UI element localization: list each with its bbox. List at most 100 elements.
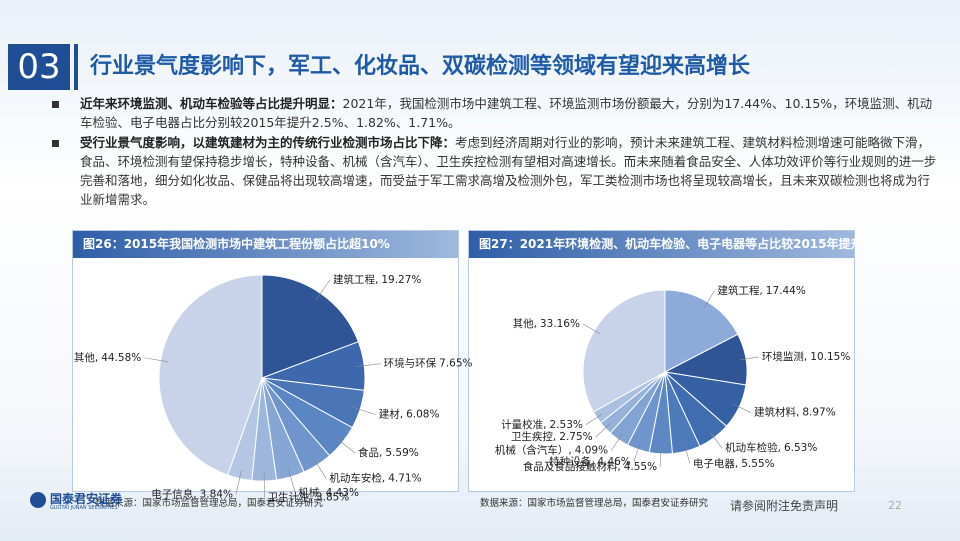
- bullet: 近年来环境监测、机动车检验等占比提升明显：2021年，我国检测市场中建筑工程、环…: [80, 94, 940, 132]
- slice-value-label: 2.53%: [550, 419, 583, 431]
- bullet-text: 2021年，我国检测市场中建筑工程、环境监测市场份额最大，分别为17.44%、1…: [80, 96, 933, 130]
- bullet-lead: 受行业景气度影响，以建筑建材为主的传统行业检测市场占比下降：: [80, 135, 456, 150]
- leader-line: [144, 357, 169, 363]
- slice-value-label: 17.44%: [766, 285, 806, 297]
- leader-line: [733, 403, 752, 413]
- slide-title: 行业景气度影响下，军工、化妆品、双碳检测等领域有望迎来高增长: [90, 54, 751, 79]
- slice-label: 机械, 4.43%: [298, 486, 359, 499]
- slice-label: 机械（含汽车）, 4.09%: [495, 443, 608, 456]
- slice-category: 计量校准,: [501, 418, 546, 431]
- slice-category: 特种设备,: [549, 455, 594, 468]
- slice-value-label: 7.65%: [439, 358, 472, 370]
- slice-value-label: 3.85%: [316, 491, 349, 503]
- slice-label: 卫生计生, 3.85%: [268, 490, 350, 503]
- slice-value-label: 6.53%: [784, 442, 817, 454]
- slice-label: 环境与环保 7.65%: [384, 357, 473, 370]
- slice-category: 机械（含汽车）,: [495, 443, 572, 456]
- slice-label: 计量校准, 2.53%: [501, 418, 583, 431]
- slice-category: 建材,: [379, 408, 403, 421]
- slice-label: 特种设备, 4.46%: [549, 455, 631, 468]
- leader-line: [582, 323, 601, 335]
- slice-value-label: 4.71%: [388, 473, 421, 485]
- slice-label: 建筑材料, 8.97%: [754, 406, 836, 419]
- bullet-icon: [52, 140, 59, 147]
- slice-value-label: 44.58%: [101, 352, 141, 364]
- logo: 国泰君安证券: [50, 492, 123, 506]
- slice-category: 建筑工程,: [717, 284, 762, 297]
- slice-value-label: 2.75%: [559, 431, 592, 443]
- slice-label: 机动车检验, 6.53%: [725, 441, 817, 454]
- slice-category: 食品,: [358, 446, 382, 459]
- slice-category: 其他,: [74, 351, 98, 364]
- slice-category: 卫生计生,: [268, 490, 313, 503]
- leader-line: [312, 457, 327, 479]
- slice-value-label: 5.55%: [741, 458, 774, 470]
- slice-category: 机动车安检,: [329, 472, 385, 485]
- slice-value-label: 4.46%: [597, 456, 630, 468]
- slice-value-label: 10.15%: [810, 351, 850, 363]
- leader-line: [288, 468, 296, 493]
- source: 数据来源：国家市场监督管理总局，国泰君安证券研究: [95, 498, 324, 509]
- slice-category: 机械,: [298, 486, 322, 499]
- bullet-icon: [52, 101, 59, 108]
- slice-value-label: 4.43%: [326, 487, 359, 499]
- logo-en: GUOTAI JUNAN SECURITIES: [50, 505, 118, 511]
- chart-title: 图27：2021年环境检测、机动车检验、电子电器等占比较2015年提升: [469, 231, 863, 258]
- slice-category: 建筑工程,: [333, 273, 378, 286]
- slice-value-label: 33.16%: [540, 318, 580, 330]
- leader-line: [263, 472, 265, 498]
- leader-line: [710, 432, 723, 449]
- section-number: 03: [8, 44, 70, 90]
- chart-title: 图26：2015年我国检测市场中建筑工程份额占比超10%: [73, 231, 458, 258]
- slice-category: 环境与环保: [384, 357, 437, 370]
- slice-label: 卫生疾控, 2.75%: [511, 430, 593, 443]
- slice-label: 食品, 5.59%: [358, 446, 419, 459]
- slice-category: 环境监测,: [762, 350, 807, 363]
- slice-value-label: 19.27%: [381, 274, 421, 286]
- leader-line: [235, 470, 242, 495]
- leader-line: [659, 447, 662, 468]
- leader-line: [335, 437, 356, 454]
- bullet: 受行业景气度影响，以建筑建材为主的传统行业检测市场占比下降：考虑到经济周期对行业…: [80, 133, 940, 209]
- slice-category: 建筑材料,: [754, 406, 799, 419]
- leader-line: [595, 423, 611, 438]
- slice-category: 食品及食品接触材料,: [523, 460, 621, 473]
- slice-label: 其他, 44.58%: [74, 351, 141, 364]
- slice-label: 电子信息, 3.84%: [151, 488, 233, 501]
- slice-label: 食品及食品接触材料, 4.55%: [523, 460, 657, 473]
- slice-value-label: 3.84%: [200, 489, 233, 501]
- slice-label: 环境监测, 10.15%: [762, 350, 850, 363]
- bullet-lead: 近年来环境监测、机动车检验等占比提升明显：: [80, 96, 343, 111]
- logo-icon: [30, 492, 46, 508]
- leader-line: [356, 363, 381, 367]
- slice-category: 其他,: [513, 317, 537, 330]
- slice-category: 卫生疾控,: [511, 430, 556, 443]
- slice-value-label: 5.59%: [385, 447, 418, 459]
- slice-value-label: 6.08%: [406, 409, 439, 421]
- slice-category: 电子信息,: [151, 488, 196, 501]
- slice-category: 电子电器,: [693, 457, 738, 470]
- slice-value-label: 4.09%: [575, 444, 608, 456]
- leader-line: [315, 279, 331, 301]
- bullet-text: 考虑到经济周期对行业的影响，预计未来建筑工程、建筑材料检测增速可能略微下滑，食品…: [80, 135, 937, 207]
- leader-line: [703, 290, 715, 308]
- leader-line: [633, 443, 641, 462]
- slice-label: 建筑工程, 19.27%: [333, 273, 421, 286]
- page-number: 22: [888, 499, 902, 512]
- slice-label: 机动车安检, 4.71%: [329, 472, 421, 485]
- chart-panel: 图27：2021年环境检测、机动车检验、电子电器等占比较2015年提升: [468, 230, 863, 492]
- slice-label: 其他, 33.16%: [513, 317, 580, 330]
- slice-label: 电子电器, 5.55%: [693, 457, 775, 470]
- leader-line: [739, 356, 759, 361]
- leader-line: [684, 444, 691, 464]
- leader-line: [585, 413, 603, 426]
- slice-label: 建筑工程, 17.44%: [717, 284, 805, 297]
- disclaimer: 请参阅附注免责声明: [730, 499, 839, 513]
- source: 数据来源：国家市场监督管理总局，国泰君安证券研究: [480, 498, 709, 509]
- slice-category: 机动车检验,: [725, 441, 781, 454]
- slice-label: 建材, 6.08%: [379, 408, 440, 421]
- leader-line: [352, 406, 376, 415]
- slice-value-label: 4.55%: [624, 461, 657, 473]
